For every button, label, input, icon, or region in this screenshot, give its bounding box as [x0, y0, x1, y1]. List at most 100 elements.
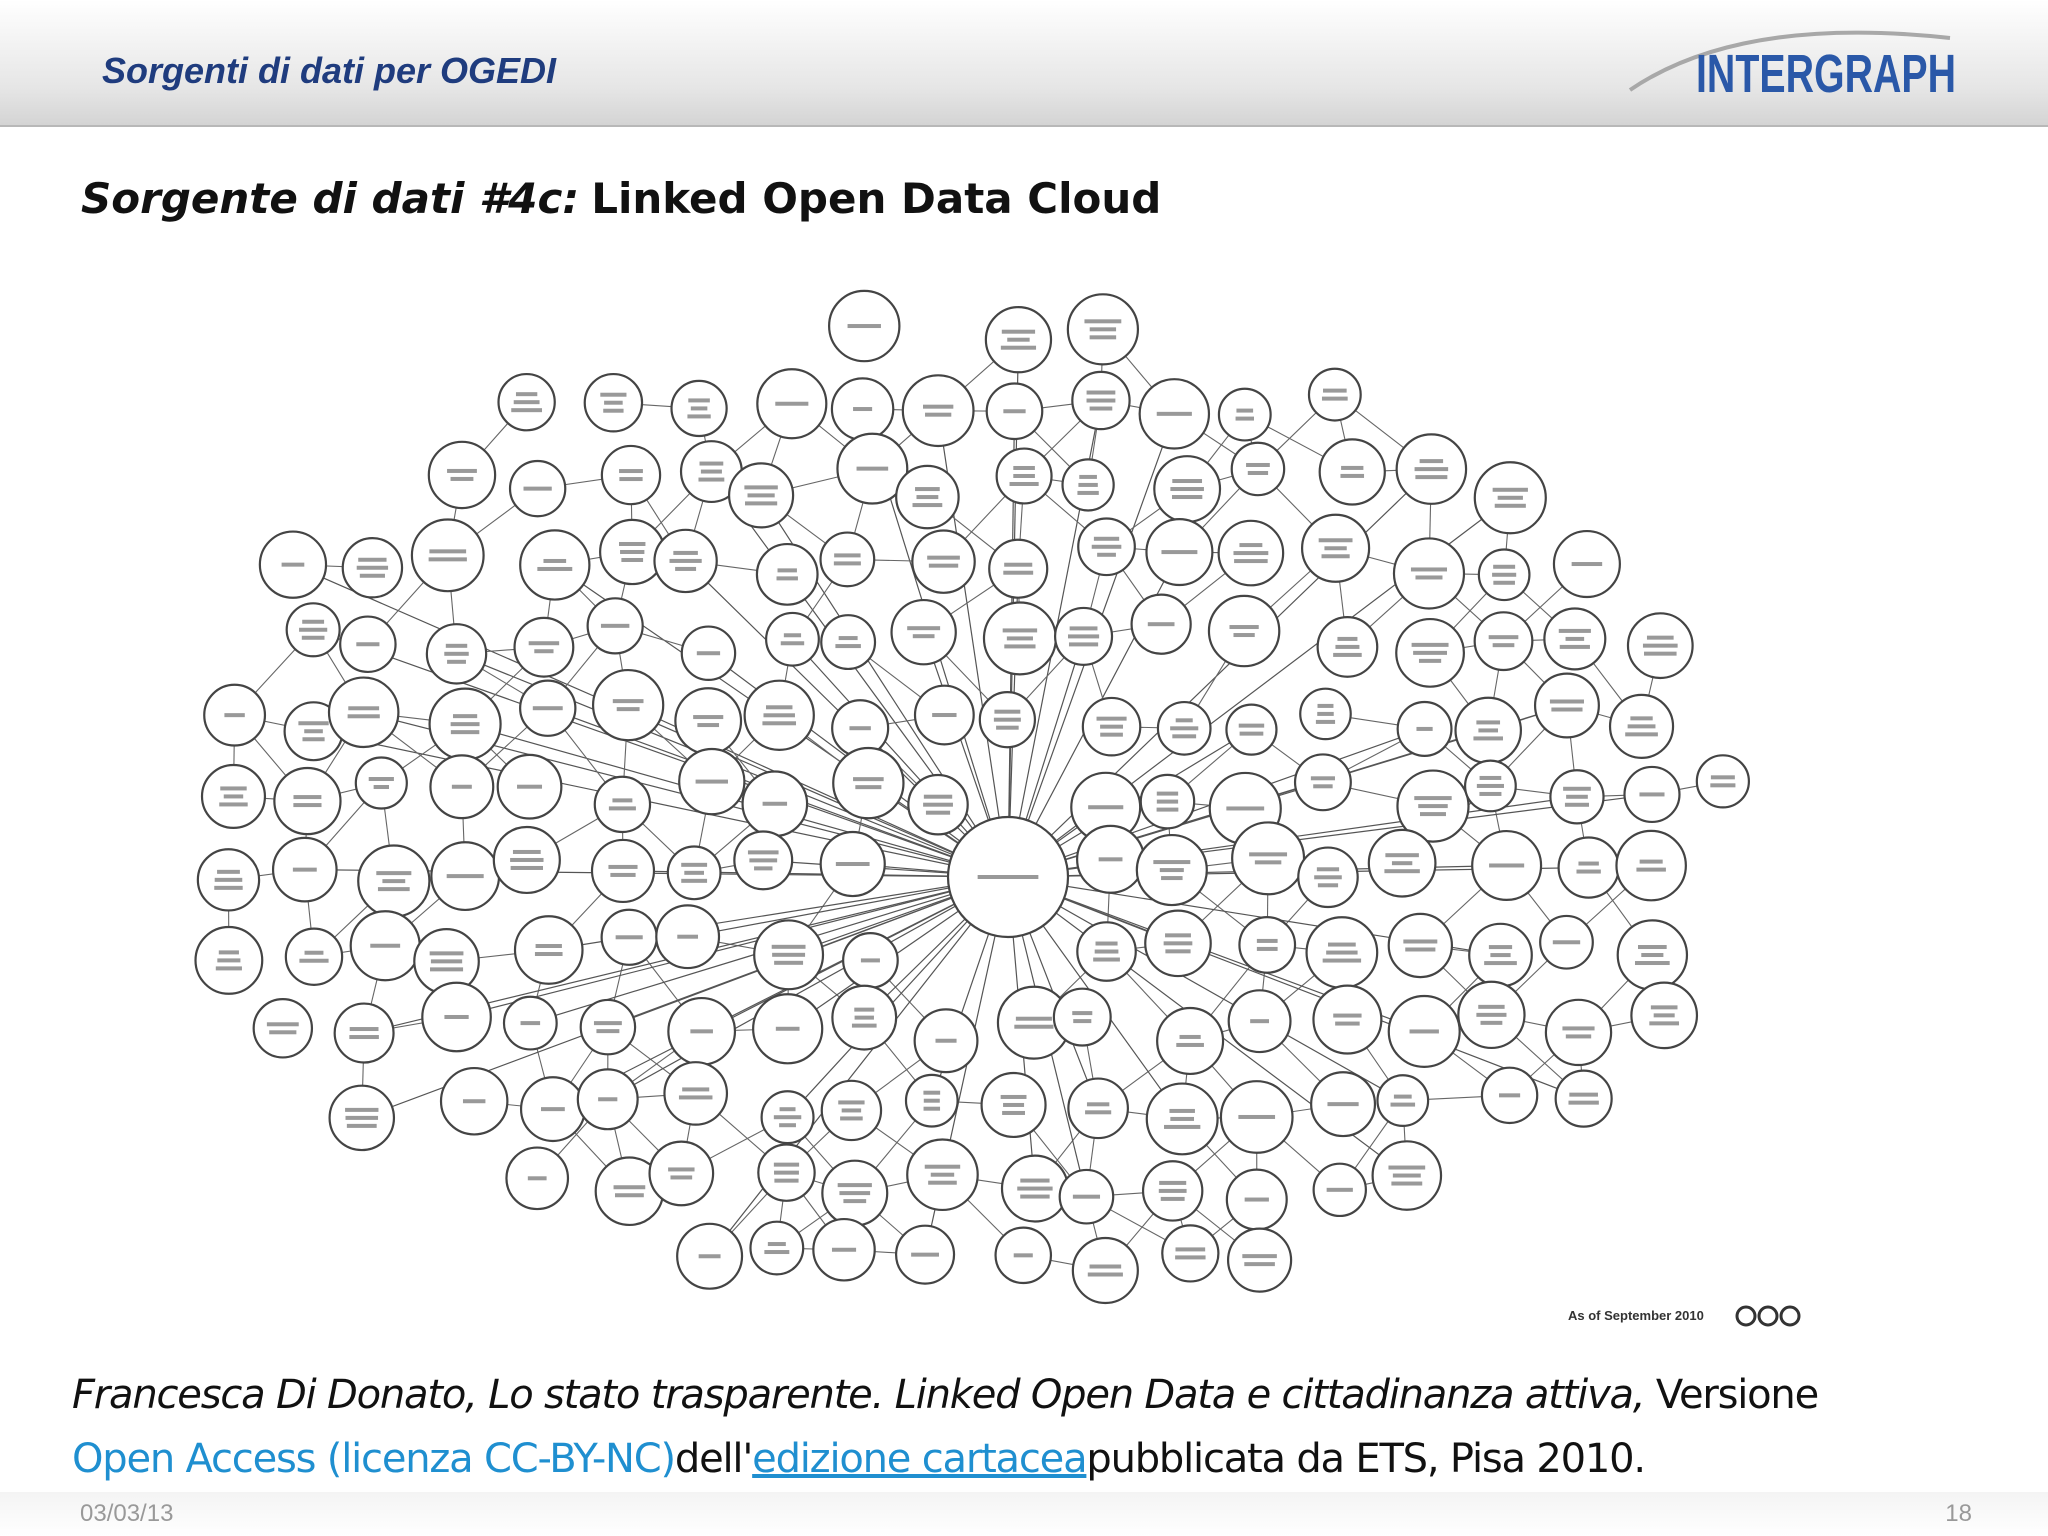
node-label-mark	[215, 966, 242, 971]
node-label-mark	[1084, 319, 1122, 324]
node-label-mark	[839, 1191, 871, 1196]
node-label-mark	[1068, 642, 1099, 647]
node-label-mark	[534, 952, 563, 957]
node-label-mark	[1020, 1194, 1050, 1199]
node-label-mark	[1335, 1021, 1360, 1026]
node-label-mark	[1492, 487, 1528, 492]
node-label-mark	[1418, 658, 1442, 663]
node-label-mark	[675, 566, 697, 571]
citation-dell: dell'	[674, 1436, 753, 1482]
node-label-mark	[462, 1099, 486, 1104]
node-label-mark	[696, 651, 721, 656]
node-label-mark	[1088, 805, 1124, 810]
node-label-mark	[1551, 707, 1583, 712]
node-label-mark	[1013, 1253, 1033, 1258]
node	[1293, 753, 1352, 812]
node-label-mark	[373, 785, 390, 790]
node	[1207, 594, 1281, 668]
citation-version: Versione	[1655, 1372, 1819, 1418]
node-label-mark	[860, 958, 880, 963]
node-label-mark	[1078, 482, 1098, 487]
node	[1557, 836, 1620, 899]
node-label-mark	[345, 1115, 379, 1120]
node-label-mark	[1089, 406, 1113, 411]
node	[284, 927, 344, 986]
node	[1238, 916, 1297, 974]
node-label-mark	[1164, 1124, 1201, 1129]
node-label-mark	[681, 862, 708, 867]
node-label-mark	[1324, 546, 1347, 551]
node-label-mark	[1170, 487, 1204, 492]
citation-author-title: Francesca Di Donato, Lo stato trasparent…	[72, 1372, 1646, 1418]
node-label-mark	[304, 950, 324, 955]
node-label-mark	[1158, 1188, 1187, 1193]
node-label-mark	[613, 1185, 646, 1190]
node	[1376, 1074, 1430, 1128]
node-label-mark	[612, 699, 644, 704]
node-label-mark	[776, 576, 798, 581]
node-label-mark	[1630, 716, 1653, 721]
node-label-mark	[1497, 495, 1523, 500]
node-label-mark	[1229, 625, 1259, 630]
cc-icon	[1757, 1305, 1779, 1327]
cc-icon	[1779, 1305, 1801, 1327]
node	[901, 374, 975, 448]
node-label-mark	[744, 485, 778, 490]
node	[1318, 438, 1386, 506]
node-label-mark	[1418, 804, 1448, 809]
node-label-mark	[1650, 1005, 1678, 1010]
node-label-mark	[429, 951, 464, 956]
node-label-mark	[614, 1193, 644, 1198]
node-label-mark	[993, 717, 1021, 722]
node-label-mark	[1073, 1019, 1092, 1024]
edition-link[interactable]: edizione cartacea	[752, 1436, 1087, 1482]
node-label-mark	[1086, 398, 1116, 403]
node-label-mark	[1476, 1012, 1507, 1017]
node-label-mark	[1170, 726, 1199, 731]
node-label-mark	[1639, 792, 1665, 797]
node-label-mark	[1169, 1108, 1195, 1113]
node-label-mark	[1627, 724, 1656, 729]
node-label-mark	[299, 627, 328, 632]
node-label-mark	[1341, 465, 1364, 470]
node-label-mark	[928, 1180, 957, 1185]
node-label-mark	[1170, 1116, 1195, 1121]
node-label-mark	[916, 495, 939, 500]
node-label-mark	[1488, 945, 1513, 950]
node-label-mark	[220, 786, 247, 791]
node-label-mark	[1559, 644, 1590, 649]
node-label-mark	[527, 1176, 547, 1181]
node-label-mark	[535, 944, 562, 949]
node-label-mark	[356, 642, 380, 647]
node-label-mark	[513, 400, 540, 405]
node-label-mark	[1236, 408, 1254, 413]
node-label-mark	[780, 641, 805, 646]
node-label-mark	[451, 784, 472, 789]
node-label-mark	[359, 573, 385, 578]
node-label-mark	[912, 634, 935, 639]
node-label-mark	[1095, 941, 1118, 946]
node-label-mark	[996, 725, 1019, 730]
node-label-mark	[1013, 473, 1035, 478]
node-label-mark	[348, 706, 380, 711]
node-label-mark	[1100, 724, 1124, 729]
node-label-mark	[616, 707, 640, 712]
node-label-mark	[1321, 396, 1348, 401]
node-label-mark	[1494, 503, 1526, 508]
node-label-mark	[444, 1014, 469, 1019]
node-label-mark	[774, 1170, 799, 1175]
node-label-mark	[1562, 1026, 1595, 1031]
node-label-mark	[1086, 390, 1116, 395]
node-label-mark	[619, 469, 643, 474]
node-label-mark	[1020, 1178, 1050, 1183]
node-label-mark	[382, 879, 406, 884]
node-label-mark	[994, 709, 1021, 714]
node-label-mark	[370, 943, 401, 948]
node-label-mark	[450, 476, 474, 481]
node-label-mark	[1653, 1013, 1675, 1018]
node-label-mark	[841, 1108, 862, 1113]
node-label-mark	[450, 722, 480, 727]
node	[1544, 998, 1613, 1067]
node-label-mark	[767, 1242, 786, 1247]
node-label-mark	[1100, 732, 1123, 737]
